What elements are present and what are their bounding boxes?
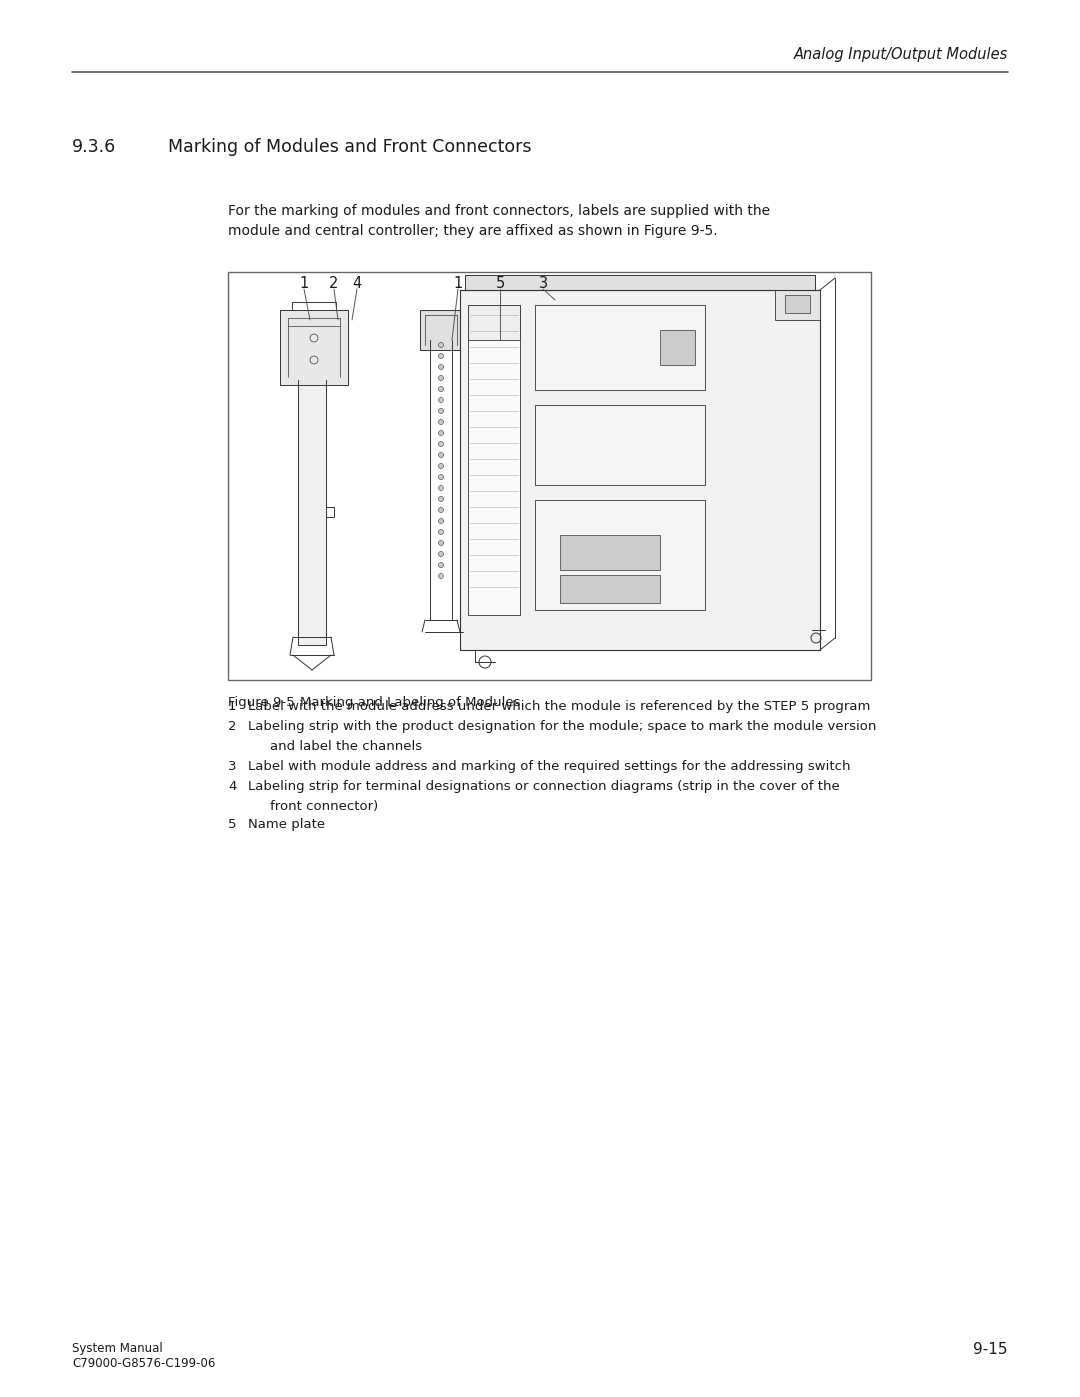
- Text: For the marking of modules and front connectors, labels are supplied with the: For the marking of modules and front con…: [228, 204, 770, 218]
- Text: Marking of Modules and Front Connectors: Marking of Modules and Front Connectors: [168, 138, 531, 156]
- Text: and label the channels: and label the channels: [270, 740, 422, 753]
- Text: C79000-G8576-C199-06: C79000-G8576-C199-06: [72, 1356, 215, 1370]
- Bar: [535, 500, 705, 610]
- Text: 5: 5: [496, 275, 504, 291]
- Circle shape: [438, 507, 444, 513]
- Circle shape: [438, 475, 444, 479]
- Bar: [468, 305, 519, 339]
- Circle shape: [438, 563, 444, 567]
- Circle shape: [438, 541, 444, 545]
- Text: 3: 3: [539, 275, 548, 291]
- Text: 4: 4: [228, 780, 237, 793]
- Bar: [420, 310, 462, 351]
- Bar: [298, 380, 326, 645]
- Circle shape: [438, 342, 444, 348]
- Circle shape: [438, 518, 444, 524]
- Circle shape: [438, 353, 444, 359]
- Bar: [775, 291, 820, 320]
- Text: 9.3.6: 9.3.6: [72, 138, 117, 156]
- Circle shape: [438, 398, 444, 402]
- Text: 9-15: 9-15: [973, 1343, 1008, 1356]
- Circle shape: [438, 408, 444, 414]
- Text: Labeling strip with the product designation for the module; space to mark the mo: Labeling strip with the product designat…: [248, 719, 876, 733]
- Bar: [228, 272, 870, 680]
- Circle shape: [438, 365, 444, 369]
- Text: 1: 1: [454, 275, 462, 291]
- Bar: [561, 576, 660, 604]
- Circle shape: [438, 387, 444, 391]
- Circle shape: [438, 453, 444, 457]
- Circle shape: [438, 552, 444, 556]
- Circle shape: [438, 441, 444, 447]
- Bar: [468, 305, 519, 615]
- Text: Name plate: Name plate: [248, 819, 325, 831]
- Bar: [465, 275, 815, 291]
- Circle shape: [438, 419, 444, 425]
- Bar: [460, 291, 820, 650]
- Text: 5: 5: [228, 819, 237, 831]
- Text: Analog Input/Output Modules: Analog Input/Output Modules: [794, 47, 1008, 63]
- Circle shape: [438, 529, 444, 535]
- Circle shape: [438, 464, 444, 468]
- Text: 1: 1: [228, 700, 237, 712]
- Circle shape: [438, 574, 444, 578]
- Circle shape: [438, 496, 444, 502]
- Text: 4: 4: [352, 275, 362, 291]
- Text: 3: 3: [228, 760, 237, 773]
- Text: module and central controller; they are affixed as shown in Figure 9-5.: module and central controller; they are …: [228, 224, 717, 237]
- Bar: [280, 310, 348, 386]
- Circle shape: [438, 376, 444, 380]
- Text: front connector): front connector): [270, 800, 378, 813]
- Bar: [660, 330, 696, 365]
- Text: 2: 2: [228, 719, 237, 733]
- Circle shape: [438, 430, 444, 436]
- Circle shape: [438, 486, 444, 490]
- Text: Figure 9-5: Figure 9-5: [228, 696, 295, 710]
- Text: Label with module address and marking of the required settings for the addressin: Label with module address and marking of…: [248, 760, 851, 773]
- Bar: [785, 295, 810, 313]
- Text: System Manual: System Manual: [72, 1343, 163, 1355]
- Bar: [561, 535, 660, 570]
- Bar: [535, 305, 705, 390]
- Bar: [535, 405, 705, 485]
- Text: Marking and Labeling of Modules: Marking and Labeling of Modules: [300, 696, 521, 710]
- Text: Labeling strip for terminal designations or connection diagrams (strip in the co: Labeling strip for terminal designations…: [248, 780, 840, 793]
- Text: Label with the module address under which the module is referenced by the STEP 5: Label with the module address under whic…: [248, 700, 870, 712]
- Text: 2: 2: [329, 275, 339, 291]
- Text: 1: 1: [299, 275, 309, 291]
